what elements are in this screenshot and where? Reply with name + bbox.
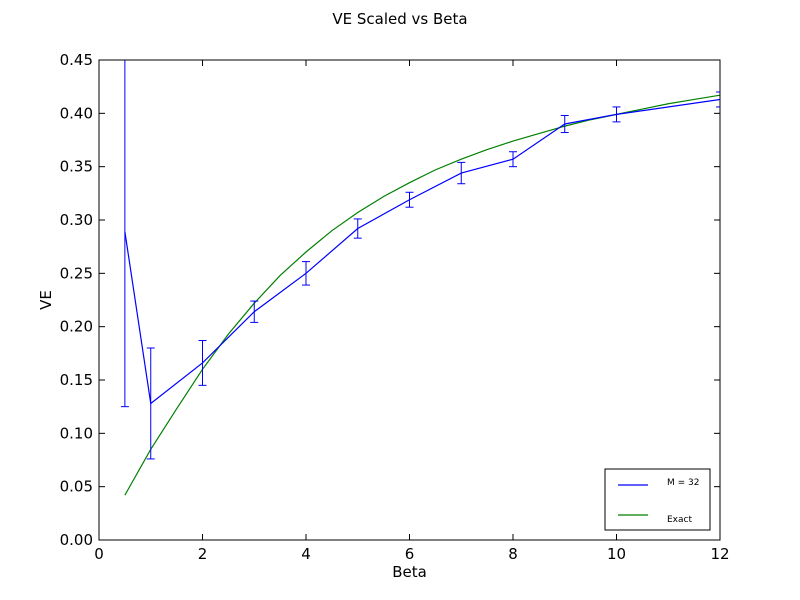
legend-label-exact: Exact (667, 515, 692, 525)
y-tick-label: 0.15 (60, 371, 93, 389)
y-tick-label: 0.00 (60, 531, 93, 549)
y-tick-label: 0.45 (60, 51, 93, 69)
x-tick-label: 6 (405, 545, 415, 563)
x-tick-label: 0 (94, 545, 104, 563)
y-axis: 0.00 0.05 0.10 0.15 0.20 0.25 0.30 0.35 0.40 0.45 (60, 51, 720, 549)
y-axis-label: VE (37, 290, 55, 310)
plot-content (120, 60, 720, 496)
y-tick-label: 0.40 (60, 104, 93, 122)
x-tick-label: 2 (198, 545, 208, 563)
x-tick-label: 10 (607, 545, 626, 563)
legend-label-m-32: M = 32 (667, 478, 699, 488)
legend: M = 32 Exact (604, 468, 711, 531)
y-tick-label: 0.10 (60, 424, 93, 442)
y-tick-label: 0.20 (60, 318, 93, 336)
x-tick-label: 12 (710, 545, 729, 563)
y-tick-label: 0.35 (60, 158, 93, 176)
x-axis-label: Beta (392, 563, 427, 581)
x-axis: 0 2 4 6 8 10 12 (94, 60, 730, 563)
legend-box (604, 468, 711, 531)
x-tick-label: 8 (508, 545, 518, 563)
chart-title: VE Scaled vs Beta (332, 10, 467, 28)
y-tick-label: 0.05 (60, 478, 93, 496)
series-line-m-32 (124, 98, 720, 405)
x-tick-label: 4 (301, 545, 311, 563)
series-layer (120, 60, 720, 496)
y-tick-label: 0.30 (60, 211, 93, 229)
plot-area (99, 60, 720, 540)
y-tick-label: 0.25 (60, 264, 93, 282)
